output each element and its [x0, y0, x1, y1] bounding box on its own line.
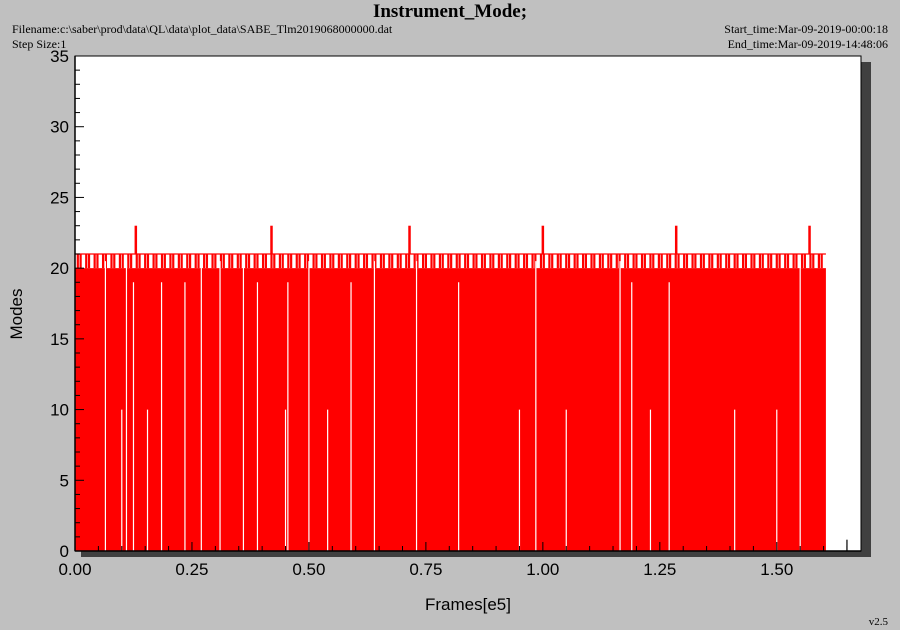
y-tick-label: 20 — [50, 259, 69, 278]
x-tick-label: 1.00 — [526, 560, 559, 579]
x-tick-label: 1.50 — [760, 560, 793, 579]
chart-title: Instrument_Mode; — [372, 1, 528, 22]
x-tick-label: 0.75 — [409, 560, 442, 579]
x-tick-label: 1.25 — [643, 560, 676, 579]
y-tick-label: 5 — [60, 471, 69, 490]
x-axis-label: Frames[e5] — [425, 595, 511, 614]
x-tick-label: 0.25 — [175, 560, 208, 579]
series-fill — [75, 268, 826, 551]
axis-layer: 0 5 10 15 20 25 30 35 0.00 0.25 0.50 0.75 1.00 1.25 1.… — [50, 47, 861, 579]
y-tick-label: 10 — [50, 401, 69, 420]
end-time-label: End_time:Mar-09-2019-14:48:06 — [727, 37, 888, 51]
y-tick-label: 25 — [50, 188, 69, 207]
series-layer — [75, 225, 848, 551]
start-time-label: Start_time:Mar-09-2019-00:00:18 — [724, 22, 888, 36]
y-axis-label: Modes — [7, 288, 26, 339]
step-size-label: Step Size:1 — [12, 37, 67, 51]
y-tick-label: 15 — [50, 330, 69, 349]
y-tick-label: 30 — [50, 118, 69, 137]
x-tick-label: 0.50 — [292, 560, 325, 579]
version-label: v2.5 — [868, 616, 888, 628]
x-tick-label: 0.00 — [58, 560, 91, 579]
y-tick-label: 0 — [60, 542, 69, 561]
y-tick-label: 35 — [50, 47, 69, 66]
filename-label: Filename:c:\saber\prod\data\QL\data\plot… — [12, 22, 393, 36]
